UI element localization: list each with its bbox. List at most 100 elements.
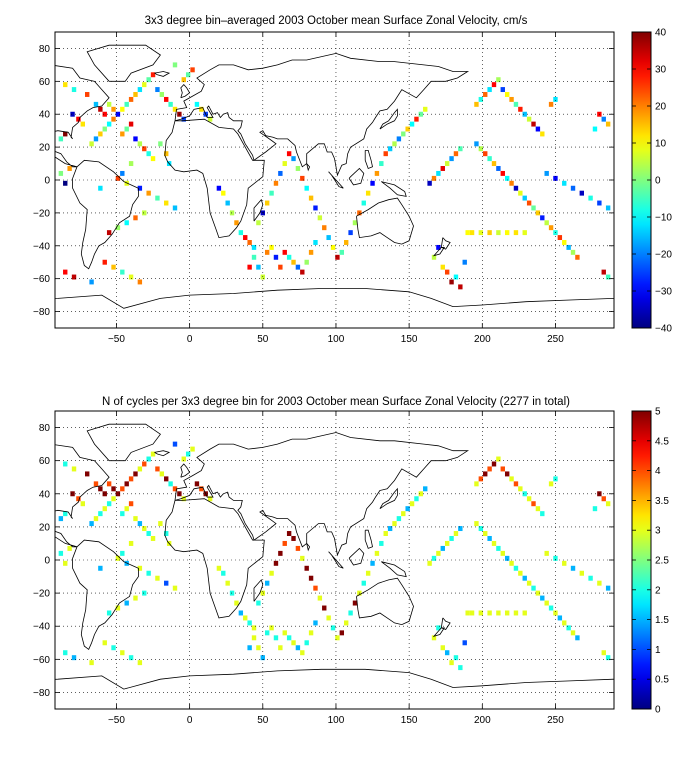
data-cell <box>588 195 593 201</box>
data-cell <box>106 121 112 127</box>
data-cell <box>70 111 75 117</box>
data-cell <box>436 550 441 556</box>
data-cell <box>93 481 99 487</box>
data-cell <box>304 565 309 571</box>
data-cell <box>300 555 305 561</box>
data-cell <box>469 610 475 616</box>
data-cell <box>181 496 186 502</box>
data-cell <box>396 516 402 522</box>
data-cell <box>256 264 261 270</box>
data-cell <box>58 516 64 522</box>
coastline <box>86 44 161 82</box>
data-cell <box>243 235 248 241</box>
coastline <box>174 52 470 177</box>
data-cell <box>137 660 143 666</box>
data-cell <box>409 501 415 507</box>
data-cell <box>106 501 112 507</box>
data-cell <box>566 625 571 631</box>
data-cell <box>330 625 336 631</box>
x-tick-label: 150 <box>401 334 418 345</box>
data-cell <box>102 259 107 265</box>
data-cell <box>146 570 151 576</box>
data-cell <box>526 200 532 206</box>
data-cell <box>269 625 274 631</box>
data-cell <box>540 215 545 221</box>
data-cell <box>106 610 112 616</box>
data-cell <box>172 205 178 211</box>
data-cell <box>383 151 388 157</box>
chart-title-top: 3x3 degree bin–averaged 2003 October mea… <box>145 15 528 27</box>
data-cell <box>462 259 467 265</box>
data-cell <box>80 121 85 127</box>
data-cell <box>85 471 90 477</box>
data-cell <box>128 161 134 167</box>
data-cell <box>540 595 545 601</box>
data-cell <box>247 240 252 245</box>
data-cell <box>308 575 314 581</box>
coastline <box>432 247 446 257</box>
data-cell <box>295 545 301 551</box>
data-cell <box>278 264 283 270</box>
data-cell <box>273 254 279 260</box>
data-cell <box>444 269 450 275</box>
data-cell <box>605 585 611 591</box>
data-cell <box>221 570 226 576</box>
data-cell <box>76 496 81 502</box>
coastline <box>306 543 311 552</box>
coastline <box>154 71 171 77</box>
data-cell <box>566 244 571 250</box>
data-cell <box>128 121 134 127</box>
data-cell <box>444 161 450 167</box>
data-cell <box>264 200 270 206</box>
data-cell <box>133 136 138 142</box>
colorbar-tick-label: −20 <box>655 250 672 261</box>
data-cell <box>286 531 292 536</box>
data-cell <box>63 131 68 137</box>
data-cell <box>365 570 371 576</box>
data-cell <box>308 195 314 201</box>
colorbar-tick-label: 0.5 <box>655 675 669 686</box>
data-cell <box>453 531 459 536</box>
data-cell <box>500 87 505 93</box>
data-cell <box>544 550 549 556</box>
data-cell <box>256 645 261 651</box>
data-cell <box>575 635 580 641</box>
data-cell <box>199 106 204 112</box>
data-cell <box>392 521 397 527</box>
data-cell <box>164 200 169 206</box>
colorbar-bottom: 5 4.5 4 3.5 3 2.5 2 1.5 1 0.5 0 <box>631 407 669 716</box>
data-cell <box>120 511 125 517</box>
data-cell <box>106 481 112 487</box>
data-cell <box>465 610 470 616</box>
coastline <box>164 118 265 239</box>
data-cell <box>150 451 156 457</box>
data-cell <box>491 82 497 88</box>
data-cell <box>286 635 292 641</box>
data-cell <box>548 605 554 611</box>
data-cell <box>431 555 437 561</box>
data-cell <box>164 96 169 102</box>
data-cell <box>409 121 415 127</box>
y-tick-label: −60 <box>33 655 50 666</box>
data-cell <box>71 274 77 280</box>
data-cell <box>557 235 563 241</box>
data-cell <box>124 126 129 132</box>
coastlines <box>55 44 614 309</box>
data-cell <box>264 249 270 255</box>
data-cell <box>348 230 353 236</box>
data-cell <box>544 600 549 606</box>
data-cell <box>70 491 75 497</box>
data-cell <box>588 575 593 581</box>
data-cell <box>352 600 358 606</box>
data-cell <box>570 249 576 255</box>
data-cell <box>260 274 265 280</box>
data-cell <box>418 491 424 497</box>
data-cell <box>128 655 134 661</box>
data-cell <box>326 615 331 621</box>
y-tick-label: −40 <box>33 622 50 633</box>
data-cell <box>522 575 527 581</box>
data-cell <box>601 496 606 502</box>
data-cell <box>137 565 143 571</box>
coastline <box>253 198 264 222</box>
data-cell <box>120 269 125 275</box>
